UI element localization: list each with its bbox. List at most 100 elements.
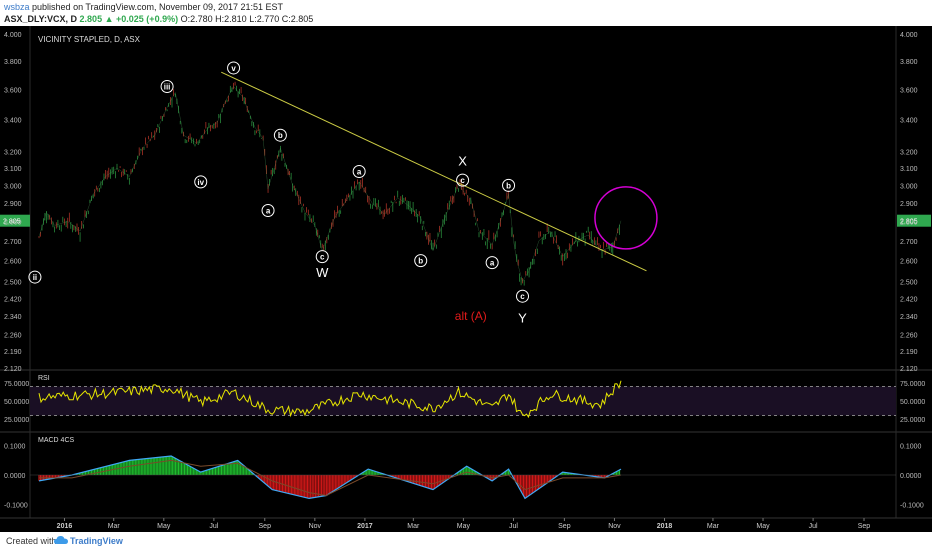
time-label: May [756,523,770,530]
price-tick-left: 3.200 [4,149,22,156]
wave-label: a [490,259,495,268]
wave-label: iii [164,83,171,92]
price-tick-right: 3.800 [900,59,918,66]
price-tick-left: 3.000 [4,183,22,190]
macd-tick-left: -0.1000 [4,502,28,509]
wave-label-circle [352,165,366,179]
rsi-tick-right: 25.0000 [900,417,925,424]
wave-label: a [266,206,271,215]
price-tick-right: 2.340 [900,314,918,321]
price-tick-left: 2.120 [4,366,22,373]
last-price: 2.805 [79,14,103,24]
trendline [221,71,647,272]
wave-label: c [460,176,465,185]
rsi-band [30,386,896,416]
wave-label-circle [516,289,530,303]
wave-label-circle [160,80,174,94]
price-tick-right: 2.260 [900,332,918,339]
wave-label-circle [485,256,499,270]
time-label: Nov [309,523,322,530]
signal-line [39,459,622,497]
price-tick-right: 2.600 [900,259,918,266]
close-value: C:2.805 [281,14,314,24]
symbol-name: ASX_DLY:VCX, D [4,14,78,24]
price-tick-left: 3.400 [4,117,22,124]
time-label: Sep [858,523,871,530]
macd-tick-left: 0.1000 [4,444,26,451]
open-value: O:2.780 [180,14,213,24]
chart-title: VICINITY STAPLED, D, ASX [38,35,141,44]
wave-label: ii [33,273,37,282]
wave-label: b [278,131,283,140]
wave-label: v [231,64,236,73]
created-with-text: Created with [6,536,57,546]
publish-info: published on TradingView.com, November 0… [32,2,284,12]
time-label: Sep [259,523,272,530]
wave-label-circle [194,175,208,189]
wave-label-circle [28,270,42,284]
time-label: Nov [608,523,621,530]
time-label: Mar [707,523,720,530]
price-tick-right: 2.500 [900,279,918,286]
time-label: Mar [108,523,121,530]
price-tick-right: 2.700 [900,239,918,246]
price-tick-right: 3.100 [900,166,918,173]
last-price-label-left: 2.805 [3,219,21,226]
rsi-tick-left: 25.0000 [4,417,29,424]
price-tick-left: 3.600 [4,87,22,94]
high-value: H:2.810 [215,14,247,24]
macd-title: MACD 4CS [38,437,75,444]
price-tick-left: 2.420 [4,296,22,303]
rsi-tick-right: 50.0000 [900,399,925,406]
time-label: 2018 [657,523,673,530]
wave-label: b [506,181,511,190]
footer: Created with TradingView [0,532,932,550]
rsi-line [38,380,622,419]
wave-label: X [458,153,467,168]
price-tick-left: 2.500 [4,279,22,286]
rsi-tick-left: 75.0000 [4,381,29,388]
price-tick-right: 4.000 [900,32,918,39]
time-label: Sep [558,523,571,530]
wave-label: alt (A) [455,309,487,323]
price-tick-left: 2.600 [4,259,22,266]
wave-label: W [316,265,329,280]
wave-label: Y [518,310,527,325]
price-tick-left: 2.260 [4,332,22,339]
price-tick-left: 3.100 [4,166,22,173]
wave-label: c [320,253,325,262]
price-change: +0.025 (+0.9%) [116,14,179,24]
wave-label-circle [273,128,287,142]
price-tick-right: 2.420 [900,296,918,303]
price-tick-left: 2.900 [4,201,22,208]
price-tick-right: 3.000 [900,183,918,190]
price-tick-right: 3.200 [900,149,918,156]
author-link[interactable]: wsbza [4,2,30,12]
rsi-tick-left: 50.0000 [4,399,29,406]
time-label: May [157,523,171,530]
price-tick-right: 3.400 [900,117,918,124]
wave-label-circle [227,61,241,75]
time-label: 2017 [357,523,373,530]
wave-label: b [418,257,423,266]
wave-label-circle [502,178,516,192]
wave-label-circle [456,173,470,187]
wave-label-circle [315,250,329,264]
price-tick-left: 2.700 [4,239,22,246]
price-tick-right: 3.600 [900,87,918,94]
chart-header: wsbza published on TradingView.com, Nove… [0,0,932,26]
price-series-line [38,86,622,282]
price-tick-right: 2.190 [900,349,918,356]
wave-label: a [357,168,362,177]
wave-label: c [520,292,525,301]
price-tick-right: 2.120 [900,366,918,373]
highlight-circle [594,186,658,250]
last-price-label-left-bg [0,214,30,227]
time-label: Jul [809,523,818,530]
low-value: L:2.770 [249,14,280,24]
tradingview-link[interactable]: TradingView [70,536,123,546]
price-tick-right: 2.800 [900,220,918,227]
macd-tick-right: 0.0000 [900,473,922,480]
time-label: May [457,523,471,530]
